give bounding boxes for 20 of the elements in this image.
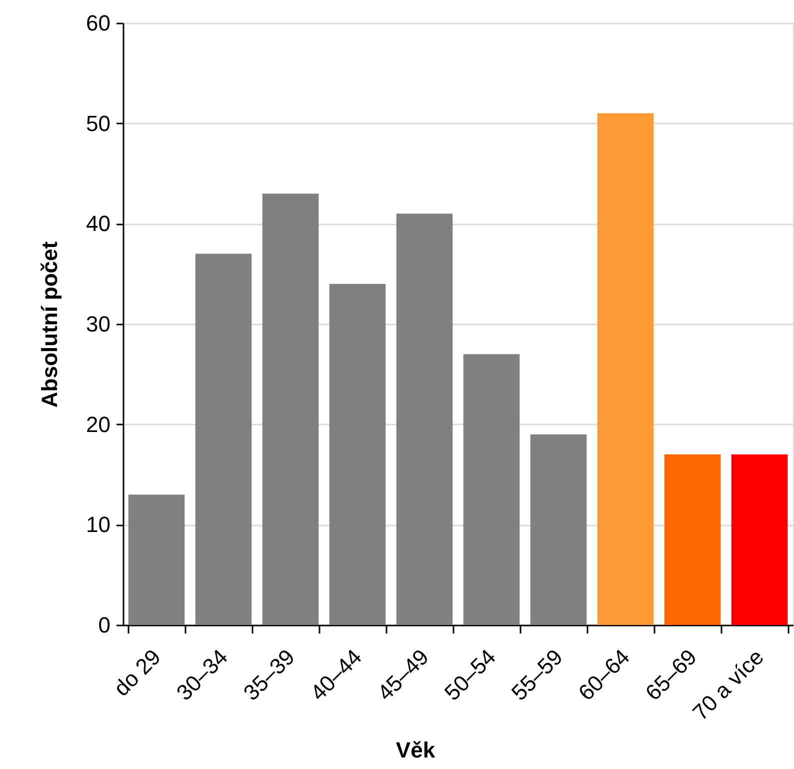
x-axis-title: Věk [396, 737, 436, 762]
bar [195, 254, 252, 625]
bar [530, 434, 587, 625]
bar [597, 113, 654, 625]
y-tick-label: 40 [86, 211, 110, 236]
x-tick-label: do 29 [108, 644, 166, 701]
bar [262, 194, 319, 625]
y-tick-label: 60 [86, 10, 110, 36]
bar [329, 284, 386, 625]
y-axis-title: Absolutní počet [37, 240, 62, 408]
bar [731, 454, 788, 625]
bar [396, 214, 453, 625]
y-tick-label: 0 [98, 612, 110, 638]
bar [664, 454, 721, 625]
y-tick-label: 50 [86, 110, 110, 136]
bar [128, 494, 185, 625]
y-tick-label: 30 [86, 312, 110, 336]
bar [463, 354, 520, 625]
y-tick-label: 20 [86, 412, 110, 437]
y-tick-label: 10 [86, 512, 110, 538]
